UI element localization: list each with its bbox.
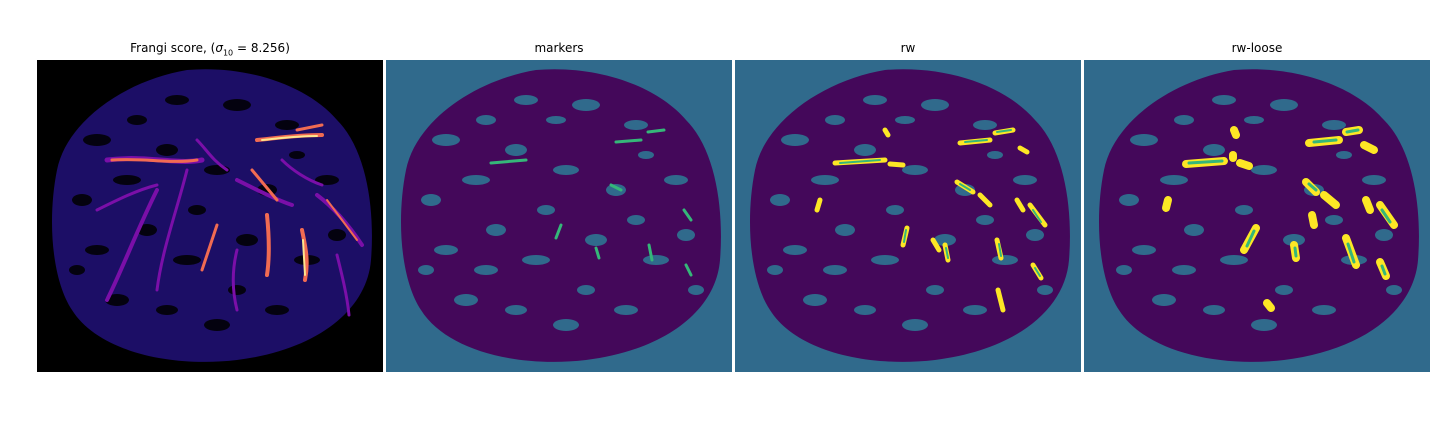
rw-canvas — [735, 60, 1081, 372]
markers-image — [386, 60, 732, 372]
frangi-score-image — [37, 60, 383, 372]
rw-title: rw — [900, 41, 916, 55]
frangi-score-title: Frangi score, (σ10 = 8.256) — [130, 41, 290, 58]
rw-image — [735, 60, 1081, 372]
rw-loose-title: rw-loose — [1231, 41, 1283, 55]
markers-title: markers — [534, 41, 584, 55]
frangi-score-canvas — [37, 60, 383, 372]
rw-loose-image — [1084, 60, 1430, 372]
markers-canvas — [386, 60, 732, 372]
rw-loose-canvas — [1084, 60, 1430, 372]
